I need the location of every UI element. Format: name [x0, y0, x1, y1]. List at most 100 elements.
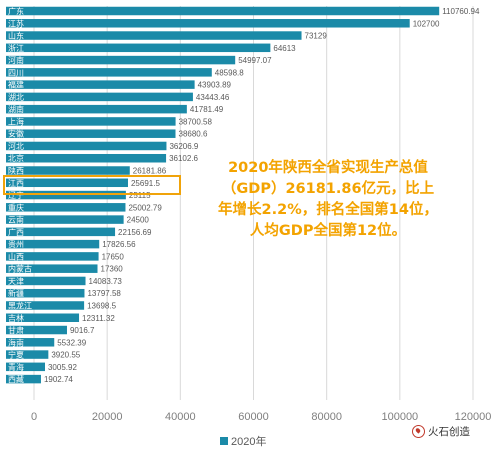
category-label: 浙江 — [8, 43, 24, 53]
category-label: 安徽 — [8, 129, 24, 139]
category-label: 山东 — [8, 31, 24, 41]
category-label: 陕西 — [8, 166, 24, 176]
value-label: 14083.73 — [89, 277, 123, 286]
bar — [6, 31, 302, 40]
bar — [6, 203, 126, 212]
annotation-line-2: （GDP）26181.86亿元，比上 — [221, 181, 435, 197]
bar — [6, 80, 195, 89]
category-label: 湖北 — [8, 93, 24, 102]
bar — [6, 313, 80, 322]
value-label: 43903.89 — [198, 81, 232, 90]
value-label: 3920.55 — [51, 351, 80, 360]
value-label: 25002.79 — [128, 203, 162, 212]
watermark-text: 火石创造 — [428, 426, 470, 438]
category-label: 北京 — [8, 153, 24, 163]
value-label: 9016.7 — [70, 326, 95, 335]
category-label: 河北 — [8, 141, 24, 151]
bar — [6, 166, 130, 175]
category-label: 甘肃 — [8, 325, 24, 335]
bar — [6, 252, 99, 261]
annotation-line-3: 年增长2.2%，排名全国第14位， — [218, 202, 438, 218]
bar — [6, 68, 212, 77]
value-label: 64613 — [273, 44, 296, 53]
value-label: 54997.07 — [238, 56, 272, 65]
category-label: 河南 — [8, 55, 24, 65]
category-label: 广东 — [8, 6, 24, 16]
bar — [6, 190, 126, 200]
category-label: 广西 — [8, 227, 24, 237]
watermark: 火石创造 — [412, 424, 470, 439]
x-tick-label: 60000 — [238, 411, 269, 423]
shaanxi-highlight-box — [3, 175, 181, 195]
value-label: 25691.5 — [131, 179, 160, 188]
bar — [6, 362, 45, 372]
value-label: 41781.49 — [190, 105, 224, 114]
category-label: 辽宁 — [8, 190, 24, 200]
value-label: 36206.9 — [169, 142, 198, 151]
bar — [6, 55, 236, 65]
category-label: 山西 — [8, 251, 24, 261]
value-label: 26181.86 — [133, 167, 167, 176]
bar — [6, 264, 98, 273]
value-label: 38700.58 — [179, 117, 213, 126]
value-label: 3005.92 — [48, 363, 77, 372]
category-label: 江西 — [8, 179, 24, 188]
category-label: 青海 — [8, 362, 24, 372]
bar — [6, 6, 440, 16]
bar — [6, 141, 167, 151]
x-tick-label: 20000 — [92, 411, 123, 423]
x-tick-label: 40000 — [165, 411, 196, 423]
value-label: 13698.5 — [87, 301, 116, 310]
category-label: 福建 — [8, 80, 24, 90]
annotation-line-1: 2020年陕西全省实现生产总值 — [228, 160, 428, 176]
bar — [6, 374, 41, 384]
value-label: 5532.39 — [57, 338, 86, 347]
value-label: 73129 — [305, 32, 328, 41]
bar — [6, 117, 176, 126]
chart-annotation: 2020年陕西全省实现生产总值 （GDP）26181.86亿元，比上 年增长2.… — [208, 158, 448, 242]
value-label: 36102.6 — [169, 154, 198, 163]
x-tick-label: 0 — [31, 411, 37, 423]
x-tick-label: 100000 — [381, 411, 418, 423]
bar — [6, 215, 124, 224]
value-label: 43443.46 — [196, 93, 230, 102]
value-label: 13797.58 — [87, 289, 121, 298]
legend-label: 2020年 — [231, 436, 267, 448]
annotation-line-4: 人均GDP全国第12位。 — [249, 223, 407, 239]
value-label: 22156.69 — [118, 228, 152, 237]
value-label: 17650 — [102, 252, 125, 261]
category-label: 宁夏 — [8, 350, 24, 360]
value-label: 102700 — [413, 19, 440, 28]
category-label: 江苏 — [8, 18, 24, 28]
value-label: 38680.6 — [179, 130, 208, 139]
value-label: 24500 — [127, 216, 150, 225]
bar — [6, 178, 128, 188]
bar — [6, 276, 86, 286]
fire-logo-icon — [412, 425, 425, 438]
x-tick-label: 120000 — [455, 411, 492, 423]
bar — [6, 19, 410, 28]
value-label: 17826.56 — [102, 240, 136, 249]
bar — [6, 92, 193, 102]
bar — [6, 227, 116, 237]
category-label: 西藏 — [8, 374, 24, 384]
category-label: 吉林 — [8, 313, 24, 323]
category-label: 天津 — [8, 276, 24, 286]
value-label: 48598.8 — [215, 68, 244, 77]
bar — [6, 104, 187, 114]
x-tick-label: 80000 — [311, 411, 342, 423]
value-label: 1902.74 — [44, 375, 73, 384]
category-label: 内蒙古 — [8, 264, 32, 274]
category-label: 湖南 — [8, 104, 24, 114]
category-label: 四川 — [8, 68, 24, 77]
category-label: 上海 — [8, 116, 24, 126]
category-label: 贵州 — [8, 239, 24, 249]
bar — [6, 338, 55, 347]
category-label: 云南 — [8, 215, 24, 225]
value-label: 110760.94 — [442, 7, 480, 16]
bar — [6, 129, 176, 138]
category-label: 新疆 — [8, 288, 24, 298]
category-label: 重庆 — [8, 202, 24, 212]
category-label: 黑龙江 — [8, 300, 32, 310]
